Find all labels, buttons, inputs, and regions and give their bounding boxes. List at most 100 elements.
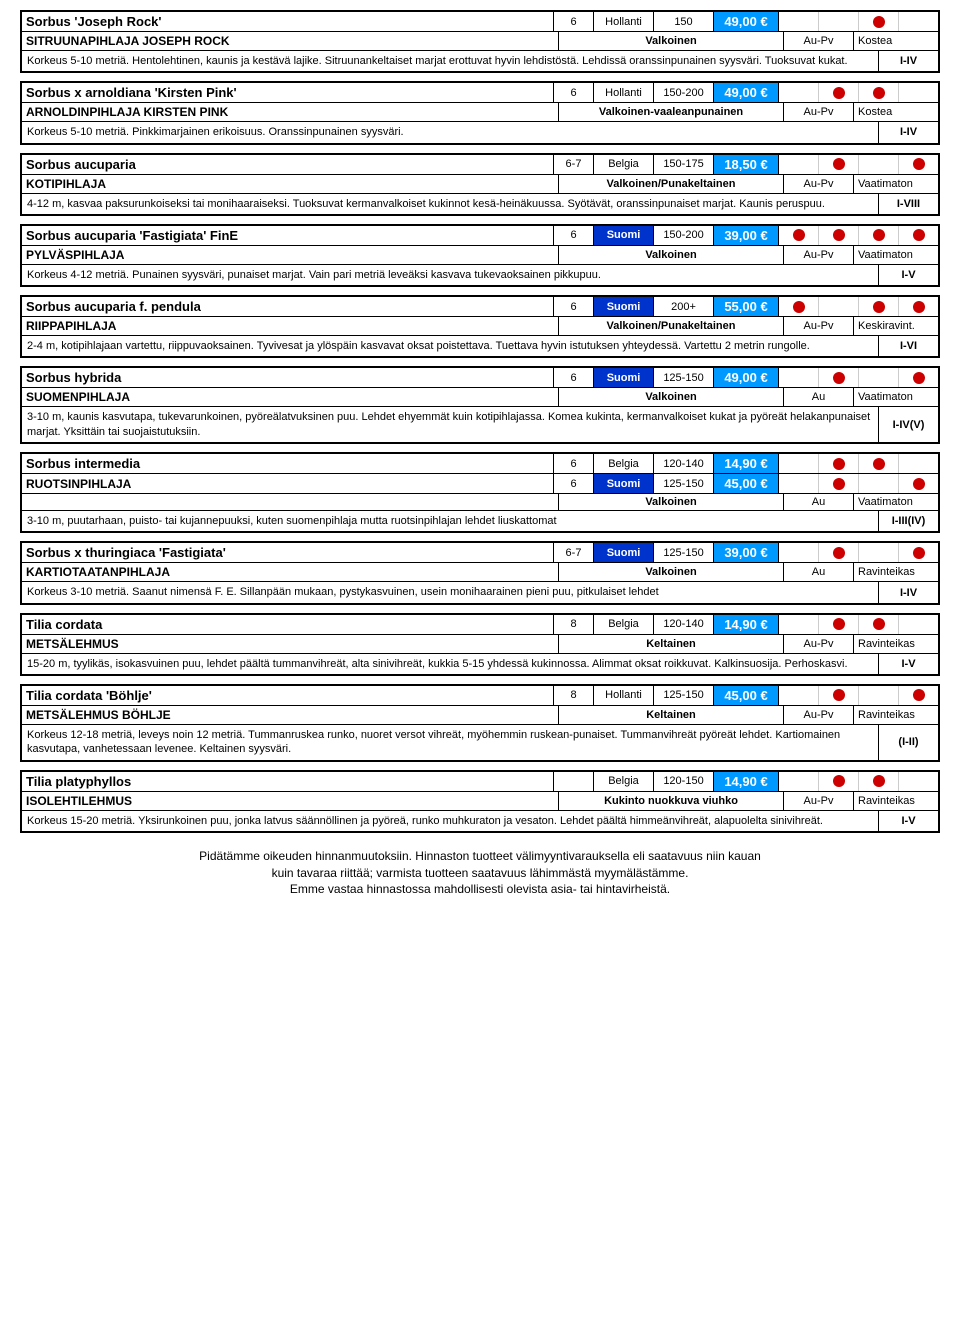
soil-req: Vaatimaton (853, 246, 938, 264)
product-header-row: Sorbus aucuparia 'Fastigiata' FinE6Suomi… (22, 226, 938, 246)
pot-size: 6 (553, 368, 593, 387)
hardiness-zone: I-VIII (878, 194, 938, 214)
product-box: Sorbus intermedia6Belgia120-14014,90 €RU… (20, 452, 940, 533)
description: 3-10 m, puutarhaan, puisto- tai kujannep… (22, 511, 878, 531)
dot-icon (833, 458, 845, 470)
dot-slot (898, 297, 938, 316)
footer: Pidätämme oikeuden hinnanmuutoksiin. Hin… (20, 848, 940, 898)
origin: Suomi (593, 297, 653, 316)
dot-icon (833, 478, 845, 490)
product-box: Sorbus 'Joseph Rock'6Hollanti15049,00 €S… (20, 10, 940, 73)
price: 49,00 € (713, 83, 778, 102)
product-desc-row: 3-10 m, puutarhaan, puisto- tai kujannep… (22, 511, 938, 531)
soil-req: Ravinteikas (853, 635, 938, 653)
plant-size: 125-150 (653, 543, 713, 562)
light-req: Au-Pv (783, 32, 853, 50)
plant-size: 150-175 (653, 155, 713, 174)
description: Korkeus 3-10 metriä. Saanut nimensä F. E… (22, 582, 878, 602)
dot-slot (779, 772, 818, 791)
dot-slot (858, 772, 898, 791)
light-req: Au-Pv (783, 175, 853, 193)
dot-slot (898, 226, 938, 245)
footer-l1: Pidätämme oikeuden hinnanmuutoksiin. Hin… (199, 849, 761, 863)
dot-slot (779, 454, 818, 473)
product-desc-row: 2-4 m, kotipihlajaan vartettu, riippuvao… (22, 336, 938, 356)
origin: Belgia (593, 454, 653, 473)
dot-slot (779, 83, 818, 102)
plant-size: 125-150 (653, 368, 713, 387)
dot-icon (833, 372, 845, 384)
plant-size: 150 (653, 12, 713, 31)
product-desc-row: Korkeus 3-10 metriä. Saanut nimensä F. E… (22, 582, 938, 602)
light-req: Au-Pv (783, 246, 853, 264)
dot-slot (858, 543, 898, 562)
hardiness-zone: (I-II) (878, 725, 938, 760)
dot-icon (873, 458, 885, 470)
plant-size: 125-150 (653, 474, 713, 493)
product-box: Tilia cordata8Belgia120-14014,90 €METSÄL… (20, 613, 940, 676)
product-box: Sorbus aucuparia6-7Belgia150-17518,50 €K… (20, 153, 940, 216)
dot-slot (898, 83, 938, 102)
dot-slot (898, 155, 938, 174)
soil-req: Ravinteikas (853, 792, 938, 810)
product-box: Sorbus hybrida6Suomi125-15049,00 €SUOMEN… (20, 366, 940, 444)
dot-slot (818, 368, 858, 387)
light-req: Au-Pv (783, 103, 853, 121)
product-box: Sorbus aucuparia 'Fastigiata' FinE6Suomi… (20, 224, 940, 287)
common-name: ISOLEHTILEHMUS (22, 792, 558, 810)
product-attrs-row: RIIPPAPIHLAJAValkoinen/PunakeltainenAu-P… (22, 317, 938, 336)
dot-icon (913, 372, 925, 384)
origin: Suomi (593, 543, 653, 562)
soil-req: Ravinteikas (853, 706, 938, 724)
hardiness-zone: I-VI (878, 336, 938, 356)
price: 39,00 € (713, 543, 778, 562)
origin: Suomi (593, 226, 653, 245)
availability-dots (778, 543, 938, 562)
price: 49,00 € (713, 12, 778, 31)
latin-name: Tilia cordata 'Böhlje' (22, 686, 553, 705)
soil-req: Kostea (853, 32, 938, 50)
dot-slot (818, 83, 858, 102)
product-header-row: Sorbus aucuparia f. pendula6Suomi200+55,… (22, 297, 938, 317)
price: 49,00 € (713, 368, 778, 387)
description: 15-20 m, tyylikäs, isokasvuinen puu, leh… (22, 654, 878, 674)
dot-icon (873, 229, 885, 241)
flower-color: Keltainen (558, 706, 783, 724)
flower-color: Keltainen (558, 635, 783, 653)
description: 3-10 m, kaunis kasvutapa, tukevarunkoine… (22, 407, 878, 442)
dot-icon (873, 618, 885, 630)
origin: Suomi (593, 368, 653, 387)
light-req: Au (783, 388, 853, 406)
product-attrs-row: SITRUUNAPIHLAJA JOSEPH ROCKValkoinenAu-P… (22, 32, 938, 51)
dot-slot (898, 368, 938, 387)
dot-icon (793, 229, 805, 241)
dot-icon (833, 229, 845, 241)
flower-color: Valkoinen-vaaleanpunainen (558, 103, 783, 121)
product-attrs-row: METSÄLEHMUSKeltainenAu-PvRavinteikas (22, 635, 938, 654)
pot-size: 6-7 (553, 543, 593, 562)
product-header-row: Tilia cordata8Belgia120-14014,90 € (22, 615, 938, 635)
dot-icon (913, 229, 925, 241)
dot-slot (858, 83, 898, 102)
latin-name: Sorbus aucuparia 'Fastigiata' FinE (22, 226, 553, 245)
common-name: ARNOLDINPIHLAJA KIRSTEN PINK (22, 103, 558, 121)
product-box: Sorbus x thuringiaca 'Fastigiata'6-7Suom… (20, 541, 940, 604)
description: Korkeus 5-10 metriä. Pinkkimarjainen eri… (22, 122, 878, 142)
description: Korkeus 4-12 metriä. Punainen syysväri, … (22, 265, 878, 285)
product-desc-row: Korkeus 12-18 metriä, leveys noin 12 met… (22, 725, 938, 760)
dot-slot (779, 297, 818, 316)
dot-icon (913, 158, 925, 170)
dot-icon (913, 547, 925, 559)
price: 18,50 € (713, 155, 778, 174)
dot-slot (779, 686, 818, 705)
description: Korkeus 15-20 metriä. Yksirunkoinen puu,… (22, 811, 878, 831)
latin-name: Sorbus intermedia (22, 454, 553, 473)
product-desc-row: 3-10 m, kaunis kasvutapa, tukevarunkoine… (22, 407, 938, 442)
product-desc-row: 4-12 m, kasvaa paksurunkoiseksi tai moni… (22, 194, 938, 214)
product-desc-row: 15-20 m, tyylikäs, isokasvuinen puu, leh… (22, 654, 938, 674)
plant-size: 120-140 (653, 454, 713, 473)
product-header-row: Sorbus hybrida6Suomi125-15049,00 € (22, 368, 938, 388)
product-attrs-row: ARNOLDINPIHLAJA KIRSTEN PINKValkoinen-va… (22, 103, 938, 122)
dot-icon (873, 775, 885, 787)
availability-dots (778, 474, 938, 493)
